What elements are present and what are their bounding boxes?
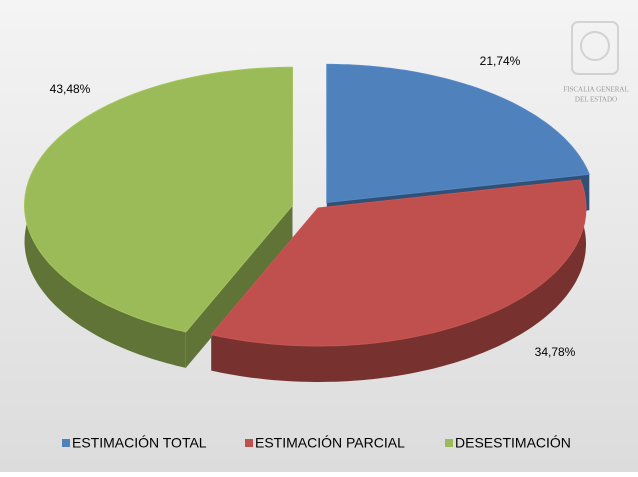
watermark: DEL ESTADO <box>575 96 617 104</box>
legend-swatch <box>62 439 70 447</box>
slice <box>210 179 587 347</box>
legend-swatch <box>245 439 253 447</box>
legend-swatch <box>445 439 453 447</box>
data-label: 43,48% <box>50 82 91 96</box>
legend-label: DESESTIMACIÓN <box>455 435 571 451</box>
legend-label: ESTIMACIÓN TOTAL <box>72 435 207 451</box>
crest <box>571 21 619 75</box>
slice <box>326 63 590 203</box>
legend-label: ESTIMACIÓN PARCIAL <box>255 435 405 451</box>
slice-side <box>185 205 293 368</box>
slice-side <box>211 179 587 382</box>
watermark: FISCALIA GENERAL <box>563 86 629 94</box>
data-label: 34,78% <box>535 345 576 359</box>
data-label: 21,74% <box>480 54 521 68</box>
slice <box>23 66 293 333</box>
